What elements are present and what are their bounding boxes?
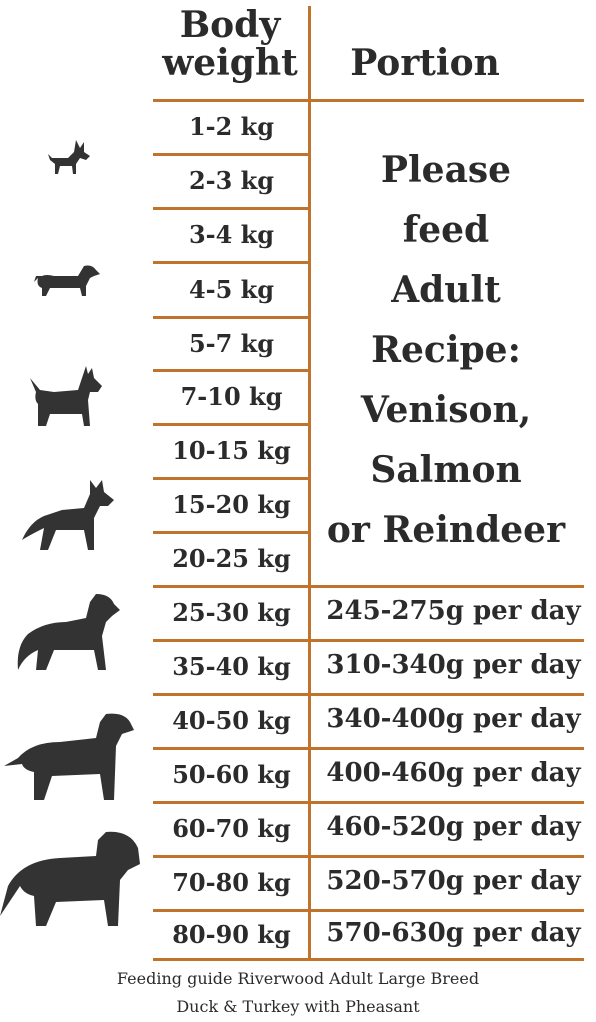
weight-cell: 80-90 kg: [172, 919, 291, 949]
row-divider: [153, 801, 584, 804]
row-divider: [153, 531, 310, 534]
body-weight-line2: weight: [162, 42, 298, 84]
weight-cell: 15-20 kg: [172, 490, 291, 519]
column-divider: [308, 6, 311, 959]
weight-cell: 50-60 kg: [172, 760, 291, 789]
weight-cell: 10-15 kg: [172, 436, 291, 465]
note-line: Recipe:: [371, 329, 521, 371]
note-line: Venison,: [360, 389, 532, 431]
weight-cell: 7-10 kg: [180, 382, 283, 411]
note-line: Adult: [391, 269, 501, 311]
setter-icon: [14, 592, 122, 672]
row-divider: [153, 958, 584, 961]
weight-cell: 25-30 kg: [172, 598, 291, 627]
weight-cell: 5-7 kg: [188, 328, 275, 358]
row-divider: [153, 909, 584, 912]
portion-cell: 520-570g per day: [326, 866, 581, 896]
portion-cell: 310-340g per day: [326, 650, 581, 680]
weight-cell: 1-2 kg: [188, 112, 275, 141]
body-weight-header: Body weight: [150, 6, 310, 82]
row-divider: [153, 855, 584, 858]
please-feed-note: Please feed Adult Recipe: Venison, Salmon or R…: [311, 140, 581, 560]
chihuahua-icon: [46, 136, 92, 176]
row-divider: [153, 423, 310, 426]
body-weight-line1: Body: [179, 4, 281, 46]
row-divider: [153, 369, 310, 372]
row-divider: [153, 477, 310, 480]
portion-cell: 400-460g per day: [326, 758, 581, 788]
weight-cell: 3-4 kg: [188, 220, 275, 249]
husky-icon: [22, 478, 116, 552]
row-divider: [153, 153, 310, 156]
weight-cell: 2-3 kg: [188, 166, 275, 195]
footer-line-2: Duck & Turkey with Pheasant: [176, 997, 420, 1016]
note-line: or Reindeer: [326, 509, 566, 551]
weight-cell: 60-70 kg: [172, 814, 291, 843]
note-line: feed: [402, 209, 490, 251]
weight-cell: 20-25 kg: [172, 544, 291, 573]
st-bernard-icon: [0, 830, 140, 930]
footer-line-1: Feeding guide Riverwood Adult Large Bree…: [116, 969, 480, 988]
row-divider: [153, 585, 584, 588]
note-line: Salmon: [370, 449, 522, 491]
weight-cell: 70-80 kg: [172, 868, 291, 897]
dachshund-icon: [34, 264, 102, 302]
labrador-icon: [4, 712, 134, 804]
row-divider: [153, 261, 310, 264]
portion-cell: 245-275g per day: [326, 596, 581, 626]
row-divider: [153, 207, 310, 210]
weight-cell: 40-50 kg: [172, 706, 291, 735]
row-divider: [153, 693, 584, 696]
row-divider: [153, 99, 584, 102]
note-line: Please: [380, 149, 512, 191]
portion-cell: 460-520g per day: [326, 812, 581, 842]
portion-header: Portion: [350, 42, 500, 84]
weight-cell: 4-5 kg: [188, 274, 275, 304]
row-divider: [153, 316, 310, 319]
scottie-icon: [30, 364, 106, 428]
row-divider: [153, 639, 584, 642]
weight-cell: 35-40 kg: [172, 652, 291, 681]
row-divider: [153, 747, 584, 750]
portion-cell: 570-630g per day: [326, 917, 581, 948]
portion-cell: 340-400g per day: [326, 704, 581, 734]
